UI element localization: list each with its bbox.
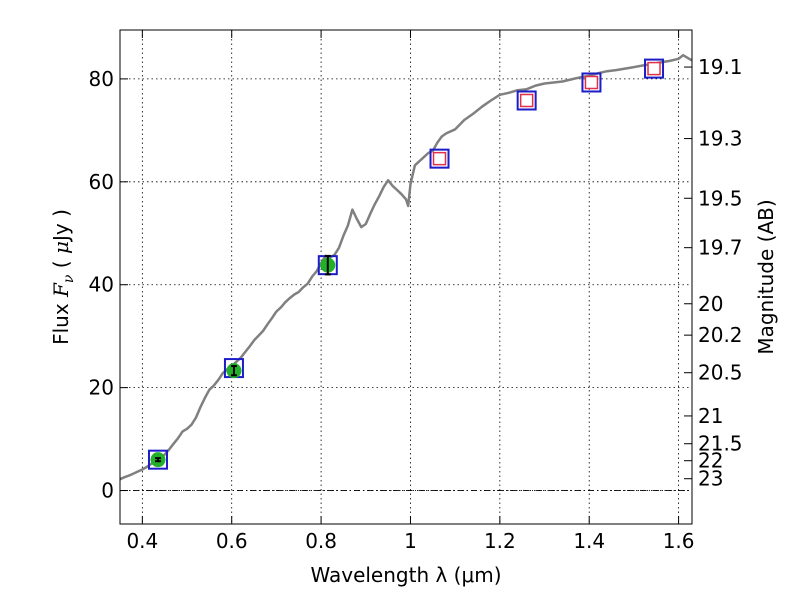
x-tick-label: 0.6 bbox=[216, 529, 248, 553]
right-tick-label: 23 bbox=[698, 467, 723, 491]
synthetic-flux-inner-square bbox=[519, 93, 534, 108]
right-tick-label: 20.2 bbox=[698, 323, 743, 347]
spectrum-line bbox=[119, 53, 693, 481]
right-tick-label: 22 bbox=[698, 449, 723, 473]
synthetic-flux-inner-square bbox=[647, 61, 661, 76]
y-tick-label: 20 bbox=[89, 376, 114, 400]
x-tick-label: 1.4 bbox=[573, 529, 605, 553]
x-tick-label: 1.2 bbox=[484, 529, 516, 553]
right-tick-label: 21 bbox=[698, 404, 723, 428]
synthetic-flux-square bbox=[644, 58, 665, 79]
y-tick-label: 40 bbox=[89, 273, 114, 297]
axis-ticks: 0.4 0.6 0.8 1 1.2 1.4 1.6 0 20 40 60 80 19.1 19.3 19.5… bbox=[89, 30, 743, 553]
right-tick-label: 20.5 bbox=[698, 361, 743, 385]
x-axis-label: Wavelength λ (μm) bbox=[310, 563, 501, 587]
y-label-subscript-nu: ν bbox=[61, 274, 77, 283]
plot-area-frame bbox=[119, 29, 693, 525]
y-label-symbol-f: F bbox=[49, 282, 73, 298]
plot-data bbox=[119, 53, 693, 481]
synthetic-flux-square bbox=[581, 72, 602, 93]
grid-lines bbox=[120, 30, 692, 524]
x-tick-label: 1.6 bbox=[663, 529, 695, 553]
y-tick-label: 0 bbox=[101, 479, 114, 503]
right-tick-label: 19.1 bbox=[698, 55, 743, 79]
right-tick-label: 21.5 bbox=[698, 432, 743, 456]
synthetic-flux-square bbox=[147, 449, 168, 470]
synthetic-flux-inner-square bbox=[432, 151, 447, 166]
y-axis-label: Flux Fν ( μJy ) bbox=[49, 209, 77, 345]
y-label-unit: Jy ) bbox=[49, 209, 73, 243]
y-label-paren-open: ( bbox=[49, 254, 73, 275]
y-label-text: Flux bbox=[49, 297, 73, 345]
synthetic-flux-square bbox=[429, 148, 450, 169]
y-tick-label: 80 bbox=[89, 67, 114, 91]
x-tick-label: 0.4 bbox=[126, 529, 158, 553]
synthetic-flux-square bbox=[516, 90, 537, 111]
synthetic-flux-inner-square bbox=[584, 75, 599, 90]
right-y-axis-label: Magnitude (AB) bbox=[754, 199, 778, 354]
y-tick-label: 60 bbox=[89, 170, 114, 194]
y-label-symbol-mu: μ bbox=[49, 241, 73, 254]
right-tick-label: 20 bbox=[698, 292, 723, 316]
right-tick-label: 19.3 bbox=[698, 127, 743, 151]
right-tick-label: 19.5 bbox=[698, 186, 743, 210]
x-tick-label: 0.8 bbox=[305, 529, 337, 553]
x-tick-label: 1 bbox=[404, 529, 417, 553]
right-tick-label: 19.7 bbox=[698, 236, 743, 260]
